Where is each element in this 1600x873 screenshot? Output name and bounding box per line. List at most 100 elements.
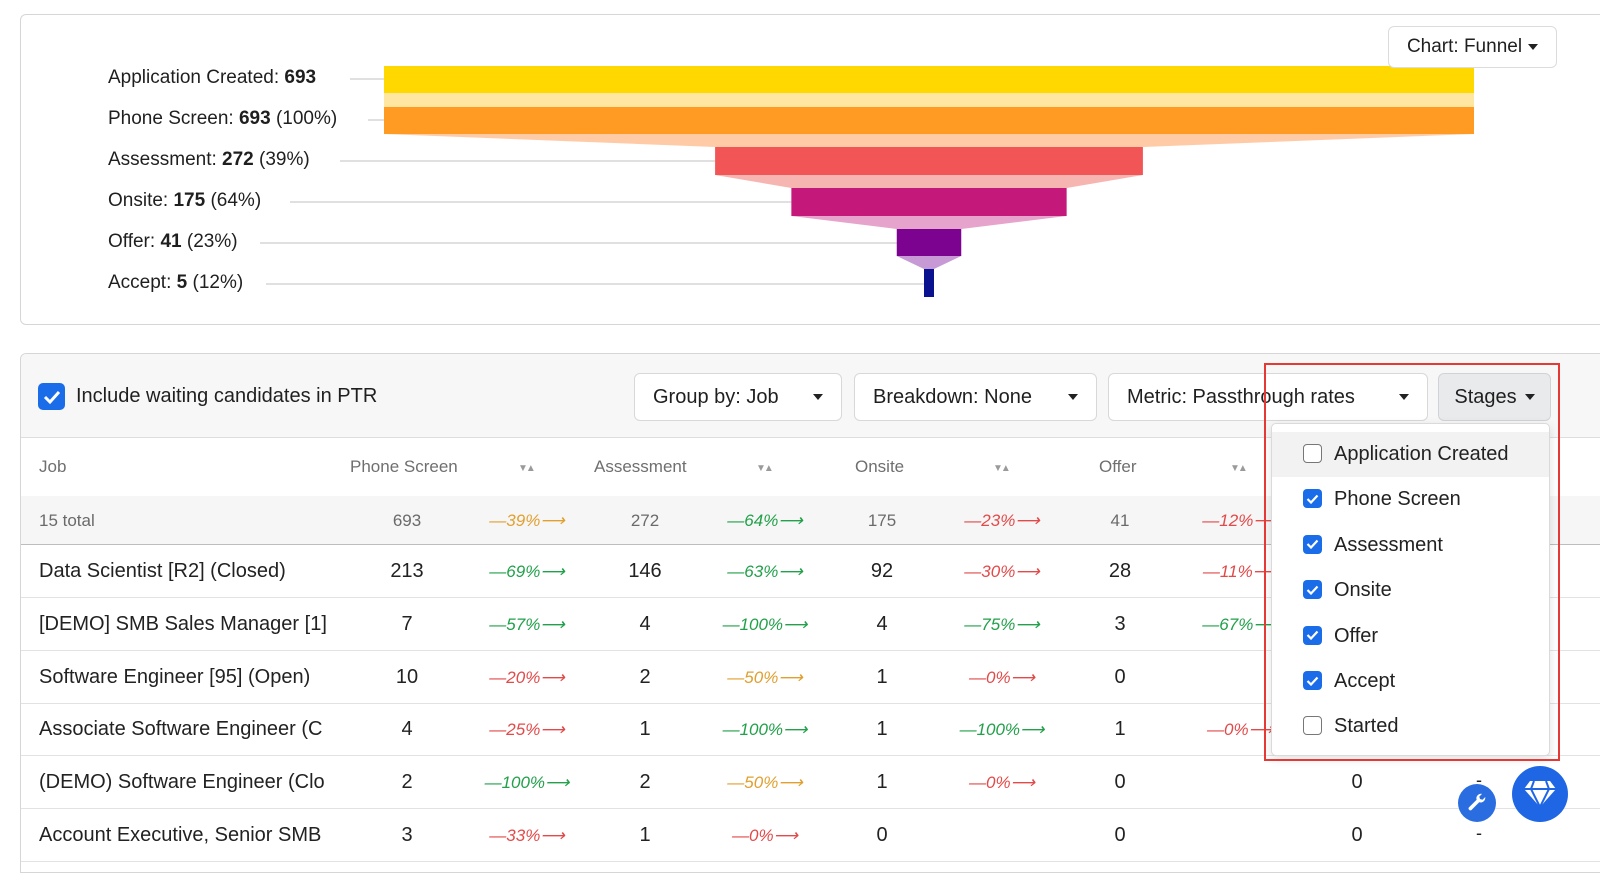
table-row[interactable]: (DEMO) Software Engineer (Clo 2 2 1 0 0 —100%⟶… — [21, 756, 1600, 809]
stage-count: 1 — [876, 718, 888, 740]
stage-option[interactable]: Onsite — [1272, 568, 1549, 613]
funnel-connector — [896, 256, 962, 269]
funnel-stage-percent: (100%) — [275, 108, 338, 129]
checkmark-icon — [1306, 676, 1319, 686]
stage-count: 4 — [876, 613, 888, 635]
funnel-stage-label: Phone Screen: 693 (100%) — [108, 108, 337, 130]
sort-icon[interactable]: ▼▲ — [993, 463, 1011, 474]
stage-count: 0 — [876, 824, 888, 846]
funnel-bar[interactable] — [715, 147, 1143, 175]
funnel-bar[interactable] — [791, 188, 1067, 216]
stage-count: 3 — [401, 824, 413, 846]
table-row[interactable]: Account Executive, Senior SMB 3 1 0 0 0 —33%⟶ —… — [21, 809, 1600, 862]
passthrough-rate: —57%⟶ — [489, 615, 565, 634]
stage-option-label: Assessment — [1334, 533, 1443, 556]
checkbox-checked-icon[interactable] — [1303, 489, 1322, 509]
stages-dropdown[interactable]: Stages — [1438, 373, 1551, 421]
stage-option[interactable]: Assessment — [1272, 523, 1549, 568]
passthrough-rate: —23%⟶ — [964, 511, 1040, 530]
stage-option[interactable]: Offer — [1272, 614, 1549, 659]
table-row[interactable]: Data Scientist [R2] (Closed) 213 146 92 28 —6… — [21, 545, 1600, 598]
stage-option-label: Application Created — [1334, 443, 1509, 465]
funnel-connector — [384, 93, 1474, 107]
trailing-dash: - — [1476, 770, 1482, 790]
group-by-dropdown[interactable]: Group by: Job — [634, 373, 842, 421]
col-header-assessment[interactable]: Assessment — [594, 457, 687, 476]
funnel-bar[interactable] — [384, 66, 1474, 93]
table-header-row: Job Phone Screen ▼▲ Assessment ▼▲ Onsite… — [21, 439, 1600, 496]
total-value: 41 — [1110, 511, 1130, 530]
funnel-stage-label: Application Created: 693 — [108, 67, 316, 89]
stage-count: 0 — [1114, 666, 1126, 688]
funnel-stage-count: 41 — [160, 231, 182, 252]
funnel-stage-label: Onsite: 175 (64%) — [108, 190, 261, 212]
funnel-stage-count: 272 — [222, 149, 254, 170]
job-name[interactable]: [DEMO] SMB Sales Manager [1] — [39, 613, 327, 635]
checkbox-checked-icon[interactable] — [1303, 671, 1322, 690]
stage-count: 1 — [639, 718, 651, 740]
breakdown-dropdown[interactable]: Breakdown: None — [854, 373, 1097, 421]
chart-type-dropdown[interactable]: Chart: Funnel — [1388, 26, 1557, 68]
funnel-bar[interactable] — [896, 229, 962, 256]
chart-type-label: Chart: Funnel — [1406, 36, 1523, 57]
checkbox-unchecked-icon[interactable] — [1303, 444, 1322, 463]
col-header-onsite[interactable]: Onsite — [855, 457, 905, 476]
funnel-connector — [384, 134, 1474, 147]
table-row[interactable]: Software Engineer [95] (Open) 10 2 1 0 —20%⟶ —… — [21, 651, 1600, 704]
col-header-offer[interactable]: Offer — [1099, 457, 1137, 476]
stage-count: 28 — [1108, 560, 1132, 582]
funnel-bar[interactable] — [924, 269, 934, 297]
stage-count: 0 — [1351, 824, 1363, 846]
stage-count: 4 — [401, 718, 413, 740]
funnel-stage-label: Accept: 5 (12%) — [108, 272, 243, 294]
col-header-job[interactable]: Job — [39, 457, 67, 476]
col-header-phone-screen[interactable]: Phone Screen — [350, 457, 458, 476]
funnel-connector — [791, 216, 1067, 229]
passthrough-rate: —39%⟶ — [489, 511, 565, 530]
funnel-stage-name: Onsite: — [108, 190, 169, 211]
sort-icon[interactable]: ▼▲ — [1230, 463, 1248, 474]
help-button[interactable] — [1512, 766, 1568, 822]
stage-option[interactable]: Application Created — [1272, 432, 1549, 477]
passthrough-rate: —100%⟶ — [959, 720, 1045, 739]
total-label: 15 total — [39, 511, 95, 530]
stage-option[interactable]: Phone Screen — [1272, 477, 1549, 522]
include-waiting-label: Include waiting candidates in PTR — [76, 385, 378, 407]
table-row[interactable]: [DEMO] SMB Sales Manager [1] 7 4 4 3 —57%⟶ —10… — [21, 598, 1600, 651]
passthrough-rate: —0%⟶ — [969, 773, 1035, 792]
stage-option[interactable]: Accept — [1272, 659, 1549, 704]
passthrough-rate: —50%⟶ — [727, 668, 803, 687]
sort-icon[interactable]: ▼▲ — [518, 463, 536, 474]
job-name[interactable]: Account Executive, Senior SMB — [39, 824, 322, 846]
stage-option-label: Onsite — [1334, 579, 1392, 602]
passthrough-rate: —0%⟶ — [1207, 720, 1273, 739]
chevron-down-icon — [1068, 394, 1078, 400]
funnel-bar[interactable] — [384, 107, 1474, 134]
job-name[interactable]: (DEMO) Software Engineer (Clo — [39, 771, 325, 793]
stage-option[interactable]: Started — [1272, 704, 1549, 749]
job-name[interactable]: Data Scientist [R2] (Closed) — [39, 560, 286, 582]
funnel-stage-percent: (12%) — [192, 272, 244, 293]
job-name[interactable]: Associate Software Engineer (C — [39, 718, 323, 740]
chevron-down-icon — [1524, 394, 1535, 400]
job-name[interactable]: Software Engineer [95] (Open) — [39, 666, 311, 688]
checkbox-unchecked-icon[interactable] — [1303, 716, 1322, 736]
funnel-stage-percent: (39%) — [259, 149, 310, 170]
table-row[interactable]: Associate Software Engineer (C 4 1 1 1 —25%⟶ —… — [21, 703, 1600, 756]
sort-icon[interactable]: ▼▲ — [756, 463, 774, 474]
include-waiting-checkbox[interactable] — [38, 383, 65, 410]
passthrough-rate: —12%⟶ — [1202, 511, 1278, 530]
funnel-stage-label: Assessment: 272 (39%) — [108, 149, 310, 171]
passthrough-rate: —0%⟶ — [969, 668, 1035, 687]
passthrough-rate: —67%⟶ — [1202, 615, 1278, 634]
checkbox-checked-icon[interactable] — [1303, 534, 1322, 554]
stage-count: 146 — [628, 560, 662, 582]
stage-count: 1 — [639, 824, 651, 846]
stage-count: 2 — [639, 771, 651, 793]
stage-count: 92 — [870, 560, 894, 582]
wrench-button[interactable] — [1458, 784, 1496, 822]
funnel-stage-count: 693 — [284, 67, 317, 88]
metric-dropdown[interactable]: Metric: Passthrough rates — [1108, 373, 1428, 421]
checkbox-checked-icon[interactable] — [1303, 580, 1322, 600]
checkbox-checked-icon[interactable] — [1303, 625, 1322, 645]
